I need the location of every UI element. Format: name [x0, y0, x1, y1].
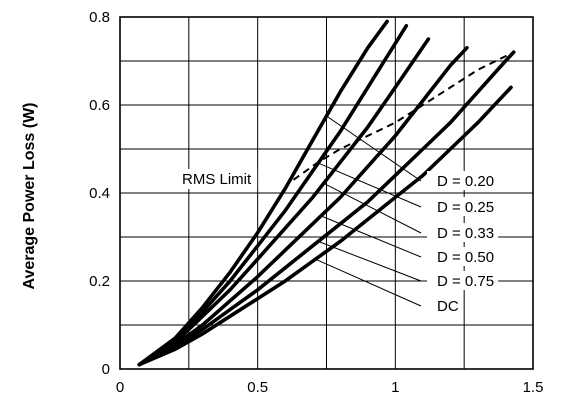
series-labels: D = 0.20 D = 0.25 D = 0.33 D = 0.50 D = 0.75…	[427, 171, 499, 315]
series-leader-line	[326, 115, 422, 182]
y-tick-label: 0.2	[89, 273, 110, 290]
series-label-background	[427, 296, 463, 315]
rms-limit-line	[292, 51, 515, 181]
y-tick-label: 0	[102, 361, 110, 378]
series-leader-line	[318, 240, 422, 282]
series-label-background	[427, 197, 499, 216]
y-tick-label: 0.6	[89, 97, 110, 114]
series-line	[137, 85, 513, 367]
series-label-background	[427, 171, 499, 190]
series-line	[137, 37, 431, 367]
plot-area-frame	[119, 16, 534, 370]
leader-lines	[315, 115, 422, 307]
x-tick-label: 0	[116, 379, 124, 396]
series-label: D = 0.50	[437, 249, 494, 266]
series-line	[137, 46, 469, 367]
rms-limit-label-background	[176, 169, 258, 189]
x-tick-label: 1	[391, 379, 399, 396]
grid	[120, 17, 533, 369]
series-label-background	[427, 247, 499, 266]
tick-labels: 0 0.5 1 1.5 0 0.2 0.4 0.6 0.8	[89, 9, 543, 396]
series-label: D = 0.20	[437, 173, 494, 190]
x-tick-label: 1.5	[523, 379, 544, 396]
series-leader-line	[323, 182, 422, 234]
rms-limit-layer	[292, 51, 515, 181]
series-label: DC	[437, 298, 459, 315]
series-layer	[137, 19, 516, 367]
x-tick-label: 0.5	[247, 379, 268, 396]
series-line	[137, 19, 389, 367]
series-leader-line	[320, 215, 422, 258]
series-label: D = 0.25	[437, 199, 494, 216]
series-label: D = 0.75	[437, 273, 494, 290]
series-label: D = 0.33	[437, 225, 494, 242]
rms-limit-label: RMS Limit	[182, 171, 252, 188]
series-label-background	[427, 271, 499, 290]
y-tick-label: 0.4	[89, 185, 110, 202]
series-line	[137, 24, 409, 367]
series-leader-line	[315, 258, 422, 307]
series-label-background	[427, 223, 499, 242]
y-axis-title: Average Power Loss (W)	[21, 102, 38, 289]
series-leader-line	[318, 162, 422, 208]
y-tick-label: 0.8	[89, 9, 110, 26]
